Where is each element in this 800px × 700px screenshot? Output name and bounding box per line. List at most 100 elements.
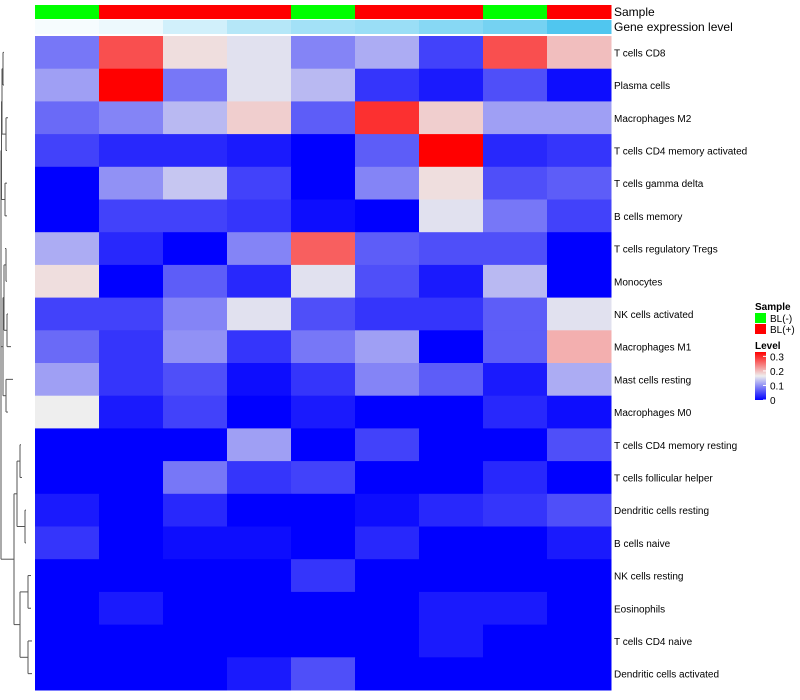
heatmap-cell (163, 199, 228, 233)
heatmap-cell (483, 395, 548, 429)
heatmap-cell (355, 624, 420, 658)
heatmap-cell (483, 199, 548, 233)
heatmap-cell (227, 363, 292, 397)
heatmap-cell (227, 330, 292, 364)
row-label: NK cells resting (614, 572, 683, 583)
heatmap-cell (35, 297, 100, 331)
heatmap-cell (99, 199, 164, 233)
heatmap-cell (163, 395, 228, 429)
heatmap-cell (227, 395, 292, 429)
heatmap-cell (419, 36, 484, 70)
heatmap-cell (35, 330, 100, 364)
heatmap-cell (291, 395, 356, 429)
heatmap-cell (291, 232, 356, 266)
heatmap-cell (419, 101, 484, 135)
heatmap-cell (291, 330, 356, 364)
row-label: NK cells activated (614, 310, 693, 321)
heatmap-cell (35, 101, 100, 135)
heatmap-cell (35, 199, 100, 233)
heatmap-cell (291, 297, 356, 331)
heatmap-cell (419, 493, 484, 527)
heatmap-cell (355, 428, 420, 462)
heatmap-cell (227, 264, 292, 299)
heatmap-cell (163, 36, 228, 70)
heatmap-cell (291, 559, 356, 593)
heatmap-cell (483, 493, 548, 527)
heatmap-cell (483, 264, 548, 299)
row-label: T cells regulatory Tregs (614, 245, 718, 256)
heatmap-cell (547, 493, 612, 527)
heatmap-cell (291, 166, 356, 200)
heatmap-cell (547, 264, 612, 299)
heatmap-cell (99, 330, 164, 364)
row-label: Macrophages M2 (614, 114, 692, 125)
heatmap-cell (419, 363, 484, 397)
heatmap-cell (355, 264, 420, 299)
heatmap-cell (547, 166, 612, 200)
heatmap-cell (291, 36, 356, 70)
annotation-cell-sample (291, 5, 356, 19)
heatmap-cell (419, 134, 484, 168)
heatmap-cell (419, 526, 484, 560)
heatmap-cell (419, 199, 484, 233)
heatmap-cell (227, 624, 292, 658)
row-label: Macrophages M1 (614, 343, 692, 354)
heatmap-cell (163, 461, 228, 495)
heatmap-cell (547, 657, 612, 691)
heatmap-cell (483, 68, 548, 102)
heatmap-cell (227, 199, 292, 233)
heatmap-cell (227, 68, 292, 102)
level-tick-label: 0.2 (770, 367, 784, 378)
annotation-cell-sample (355, 5, 420, 19)
heatmap-cell (483, 461, 548, 495)
heatmap-cell (291, 461, 356, 495)
heatmap-cell (227, 428, 292, 462)
heatmap-cell (163, 68, 228, 102)
heatmap-cell (355, 559, 420, 593)
heatmap-cell (35, 624, 100, 658)
heatmap-cell (163, 232, 228, 266)
heatmap-cell (99, 526, 164, 560)
heatmap-cell (163, 264, 228, 299)
heatmap-cell (35, 526, 100, 560)
heatmap-cell (35, 559, 100, 593)
heatmap-cell (99, 363, 164, 397)
row-label: T cells CD4 memory resting (614, 441, 737, 452)
heatmap-cell (35, 428, 100, 462)
heatmap-cell (547, 591, 612, 626)
legend-sample-items: BL(-)BL(+) (755, 313, 795, 336)
heatmap-cell (35, 232, 100, 266)
heatmap-cell (355, 330, 420, 364)
heatmap-cell (483, 232, 548, 266)
heatmap-cell (99, 134, 164, 168)
level-tick-label: 0 (770, 396, 776, 407)
row-label: Plasma cells (614, 81, 670, 92)
annotation-cell-expression (547, 20, 612, 34)
legend: Sample BL(-)BL(+) Level 0.3 0.2 0.1 0 (755, 302, 795, 407)
annotation-cell-sample (483, 5, 548, 19)
heatmap-cell (483, 363, 548, 397)
annotation-cell-expression (291, 20, 356, 34)
heatmap-cell (547, 559, 612, 593)
heatmap-cell (99, 559, 164, 593)
row-label: T cells follicular helper (614, 473, 713, 484)
heatmap-cell (291, 68, 356, 102)
heatmap-cell (99, 68, 164, 102)
heatmap-cell (35, 264, 100, 299)
annotation-cell-sample (547, 5, 612, 19)
annotation-cell-sample (163, 5, 228, 19)
heatmap-cell (483, 559, 548, 593)
annotation-cell-sample (35, 5, 100, 19)
heatmap-cell (419, 559, 484, 593)
heatmap-cell (99, 297, 164, 331)
heatmap-cell (291, 526, 356, 560)
heatmap-cell (163, 428, 228, 462)
level-colorbar-ticks: 0.3 0.2 0.1 0 (763, 352, 784, 407)
row-label: Dendritic cells activated (614, 670, 719, 681)
heatmap-cell (483, 657, 548, 691)
annotation-track-label: Gene expression level (614, 20, 733, 34)
level-colorbar (755, 352, 766, 400)
heatmap-cell (291, 493, 356, 527)
heatmap-cell (99, 232, 164, 266)
